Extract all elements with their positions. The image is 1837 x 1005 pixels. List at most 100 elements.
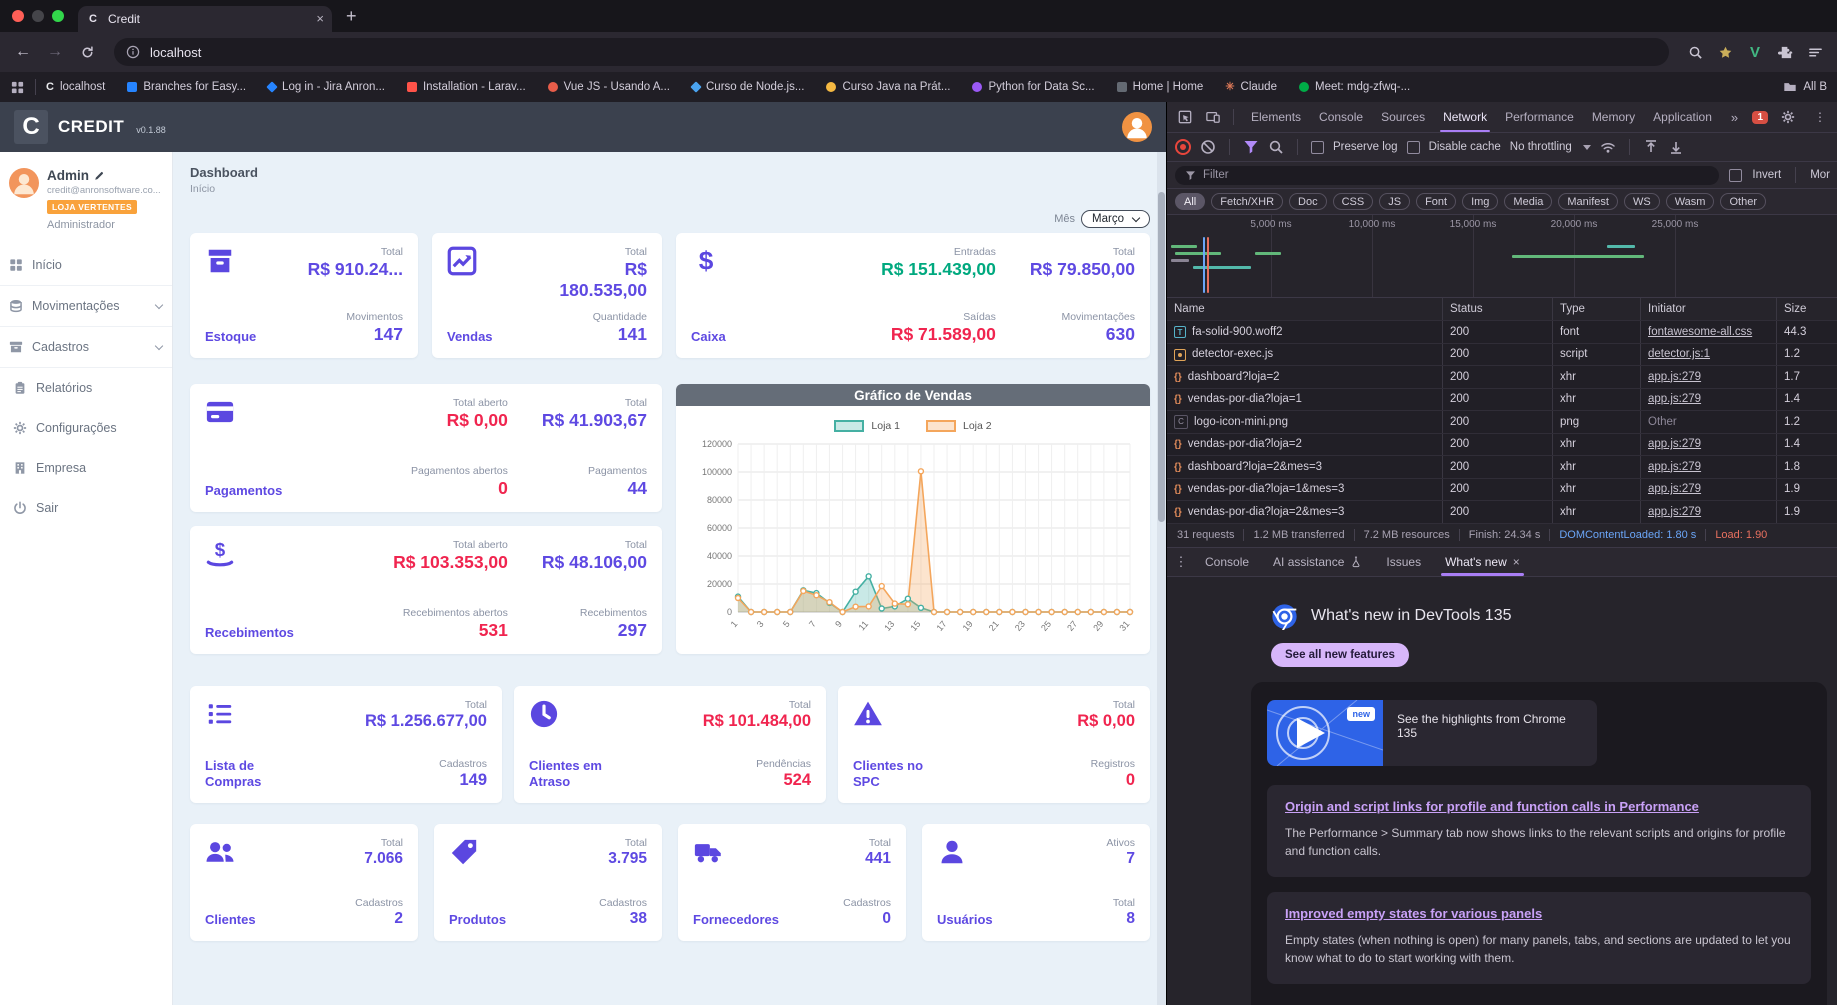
- request-row-detector-exec-js[interactable]: detector-exec.js 200 script detector.js:1 1.…: [1167, 343, 1837, 366]
- devtools-tab-elements[interactable]: Elements: [1251, 110, 1302, 124]
- sidebar-item-movimenta-es[interactable]: Movimentações: [0, 285, 172, 326]
- initiator-link[interactable]: app.js:279: [1648, 393, 1702, 406]
- column-header-size[interactable]: Size: [1784, 303, 1807, 315]
- filter-chip-manifest[interactable]: Manifest: [1558, 193, 1618, 210]
- scrollbar-thumb[interactable]: [1158, 192, 1165, 522]
- device-toolbar-button[interactable]: [1201, 106, 1225, 128]
- filter-chip-media[interactable]: Media: [1504, 193, 1553, 210]
- request-row-vendas-por-dia-loja-2-mes-3[interactable]: {} vendas-por-dia?loja=2&mes=3 200 xhr app.j…: [1167, 501, 1837, 524]
- see-all-new-features-button[interactable]: See all new features: [1271, 642, 1409, 667]
- sidebar-item-cadastros[interactable]: Cadastros: [0, 326, 172, 367]
- edit-profile-icon[interactable]: [94, 171, 104, 181]
- initiator-link[interactable]: app.js:279: [1648, 505, 1702, 518]
- request-row-dashboard-loja-2[interactable]: {} dashboard?loja=2 200 xhr app.js:279 1.7: [1167, 366, 1837, 389]
- devtools-tab-network[interactable]: Network: [1434, 102, 1496, 132]
- sidebar-item-in-cio[interactable]: Início: [0, 245, 172, 285]
- devtools-menu-button[interactable]: ⋮: [1814, 110, 1826, 124]
- column-header-status[interactable]: Status: [1443, 298, 1553, 320]
- devtools-tab-performance[interactable]: Performance: [1505, 110, 1574, 124]
- inspect-element-button[interactable]: [1173, 106, 1197, 128]
- minimize-window-button[interactable]: [32, 10, 44, 22]
- filter-chip-fetch-xhr[interactable]: Fetch/XHR: [1211, 193, 1284, 210]
- sidebar-item-configura-es[interactable]: Configurações: [0, 408, 172, 448]
- all-bookmarks-button[interactable]: All B: [1783, 80, 1827, 94]
- sidebar-item-sair[interactable]: Sair: [0, 488, 172, 528]
- filter-chip-ws[interactable]: WS: [1623, 193, 1660, 210]
- clear-network-log-icon[interactable]: [1200, 139, 1216, 155]
- column-header-name[interactable]: Name: [1167, 298, 1443, 320]
- bookmark-item-meet-mdg-zfwq[interactable]: Meet: mdg-zfwq-...: [1298, 81, 1410, 93]
- devtools-tab-sources[interactable]: Sources: [1381, 110, 1426, 124]
- more-panels-button[interactable]: »: [1730, 109, 1739, 125]
- video-thumbnail[interactable]: new: [1267, 699, 1383, 766]
- bookmark-item-installation-larav[interactable]: Installation - Larav...: [406, 81, 526, 93]
- throttling-select[interactable]: No throttling: [1509, 141, 1572, 153]
- bookmark-item-home-home[interactable]: Home | Home: [1116, 81, 1203, 93]
- devtools-tab-console[interactable]: Console: [1319, 110, 1364, 124]
- column-header-type[interactable]: Type: [1553, 298, 1641, 320]
- initiator-link[interactable]: fontawesome-all.css: [1648, 325, 1753, 338]
- close-icon[interactable]: ×: [1512, 554, 1520, 569]
- devtools-settings-button[interactable]: [1776, 106, 1800, 128]
- filter-toggle-icon[interactable]: [1243, 139, 1259, 155]
- drawer-tab-issues[interactable]: Issues: [1374, 548, 1433, 576]
- reload-button[interactable]: [74, 39, 100, 65]
- column-header-initiator[interactable]: Initiator: [1641, 298, 1777, 320]
- network-overview-timeline[interactable]: 5,000 ms 10,000 ms 15,000 ms 20,000 ms 25,00…: [1167, 215, 1837, 298]
- record-network-log-button[interactable]: [1175, 139, 1191, 155]
- month-select[interactable]: Março: [1081, 210, 1150, 228]
- sidebar-item-relat-rios[interactable]: Relatórios: [0, 367, 172, 408]
- bookmark-star-button[interactable]: [1713, 40, 1737, 64]
- maximize-window-button[interactable]: [52, 10, 64, 22]
- import-har-icon[interactable]: [1643, 139, 1659, 155]
- network-conditions-icon[interactable]: [1600, 139, 1616, 155]
- browser-tab[interactable]: C Credit ×: [78, 5, 332, 32]
- bookmark-item-vue-js-usando-a[interactable]: Vue JS - Usando A...: [547, 81, 670, 93]
- header-avatar[interactable]: [1122, 112, 1152, 142]
- back-button[interactable]: ←: [15, 43, 31, 60]
- page-scrollbar[interactable]: [1157, 152, 1166, 1005]
- initiator-link[interactable]: app.js:279: [1648, 483, 1702, 496]
- drawer-tab-what-s-new[interactable]: What's new ×: [1433, 548, 1532, 576]
- search-button[interactable]: [1683, 40, 1707, 64]
- site-info-icon[interactable]: [126, 45, 140, 59]
- tab-close-icon[interactable]: ×: [316, 11, 324, 26]
- disable-cache-checkbox[interactable]: [1406, 140, 1420, 154]
- feature-link[interactable]: Origin and script links for profile and …: [1285, 798, 1699, 814]
- more-filters-label[interactable]: Mor: [1810, 169, 1830, 181]
- request-row-dashboard-loja-2-mes-3[interactable]: {} dashboard?loja=2&mes=3 200 xhr app.js:279…: [1167, 456, 1837, 479]
- invert-filter-checkbox[interactable]: [1729, 168, 1743, 182]
- error-count-badge[interactable]: 1: [1752, 110, 1768, 124]
- request-row-vendas-por-dia-loja-2[interactable]: {} vendas-por-dia?loja=2 200 xhr app.js:279 1…: [1167, 433, 1837, 456]
- bookmark-item-branches-for-easy[interactable]: Branches for Easy...: [127, 81, 246, 93]
- filter-chip-css[interactable]: CSS: [1332, 193, 1374, 210]
- initiator-link[interactable]: detector.js:1: [1648, 348, 1711, 361]
- filter-chip-font[interactable]: Font: [1416, 193, 1457, 210]
- initiator-link[interactable]: app.js:279: [1648, 370, 1702, 383]
- devtools-tab-memory[interactable]: Memory: [1591, 110, 1636, 124]
- close-window-button[interactable]: [12, 10, 24, 22]
- forward-button[interactable]: →: [47, 43, 63, 60]
- highlights-video-card[interactable]: new See the highlights from Chrome 135: [1267, 699, 1597, 766]
- bookmark-item-curso-java-na-pr-t[interactable]: Curso Java na Prát...: [826, 81, 950, 93]
- url-bar[interactable]: localhost: [114, 38, 1669, 66]
- request-row-vendas-por-dia-loja-1[interactable]: {} vendas-por-dia?loja=1 200 xhr app.js:279 1…: [1167, 388, 1837, 411]
- drawer-tab-ai-assistance[interactable]: AI assistance: [1261, 548, 1374, 576]
- network-search-icon[interactable]: [1268, 139, 1284, 155]
- preserve-log-checkbox[interactable]: [1311, 140, 1324, 154]
- apps-grid-icon[interactable]: [10, 80, 25, 95]
- export-har-icon[interactable]: [1668, 139, 1684, 155]
- new-tab-button[interactable]: +: [346, 5, 357, 26]
- initiator-link[interactable]: app.js:279: [1648, 460, 1702, 473]
- filter-chip-all[interactable]: All: [1175, 193, 1206, 210]
- request-row-vendas-por-dia-loja-1-mes-3[interactable]: {} vendas-por-dia?loja=1&mes=3 200 xhr app.j…: [1167, 478, 1837, 501]
- drawer-menu-button[interactable]: ⋮: [1174, 553, 1188, 569]
- bookmark-item-claude[interactable]: ✳ Claude: [1225, 81, 1277, 93]
- bookmark-item-curso-de-node-js[interactable]: Curso de Node.js...: [690, 81, 804, 93]
- filter-chip-wasm[interactable]: Wasm: [1665, 193, 1715, 210]
- feature-link[interactable]: Improved empty states for various panels: [1285, 905, 1543, 921]
- vue-devtools-extension-button[interactable]: V: [1749, 43, 1760, 61]
- filter-chip-other[interactable]: Other: [1720, 193, 1766, 210]
